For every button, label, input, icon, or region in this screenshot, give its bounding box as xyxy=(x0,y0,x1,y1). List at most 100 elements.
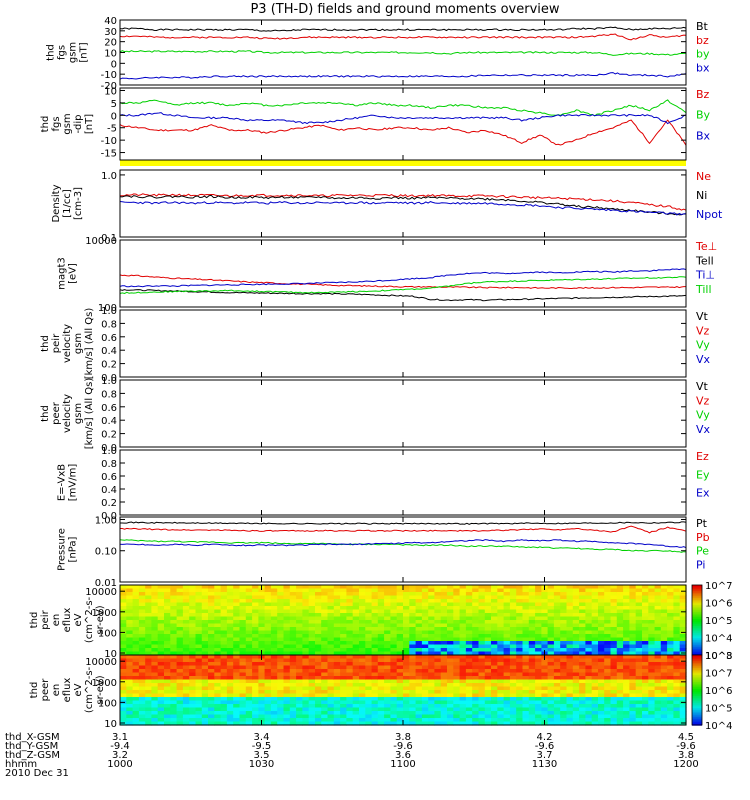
spectrogram-cell xyxy=(616,630,624,635)
spectrogram-cell xyxy=(390,711,398,716)
spectrogram-cell xyxy=(120,616,127,621)
spectrogram-cell xyxy=(667,693,674,698)
spectrogram-cell xyxy=(598,588,605,593)
spectrogram-cell xyxy=(377,693,385,698)
spectrogram-cell xyxy=(170,714,178,719)
spectrogram-cell xyxy=(164,693,171,698)
spectrogram-cell xyxy=(321,641,329,646)
spectrogram-cell xyxy=(472,651,480,656)
spectrogram-cell xyxy=(226,595,234,600)
spectrogram-cell xyxy=(359,595,366,600)
spectrogram-cell xyxy=(616,592,624,597)
spectrogram-cell xyxy=(566,634,574,639)
spectrogram-cell xyxy=(610,641,618,646)
spectrogram-cell xyxy=(447,592,454,597)
spectrogram-cell xyxy=(126,707,134,712)
spectrogram-cell xyxy=(258,658,266,663)
spectrogram-cell xyxy=(447,648,454,653)
spectrogram-cell xyxy=(308,602,316,607)
spectrogram-cell xyxy=(409,679,417,684)
spectrogram-cell xyxy=(579,704,586,709)
spectrogram-cell xyxy=(547,718,555,723)
spectrogram-cell xyxy=(459,648,467,653)
spectrogram-cell xyxy=(453,700,461,705)
spectrogram-cell xyxy=(660,662,668,667)
spectrogram-cell xyxy=(201,672,209,677)
y-tick-label: 40 xyxy=(104,16,117,27)
spectrogram-cell xyxy=(673,588,681,593)
y-tick-label: 0.2 xyxy=(101,498,117,509)
spectrogram-cell xyxy=(516,613,524,618)
y-axis-label: [nT] xyxy=(79,42,90,62)
spectrogram-cell xyxy=(270,585,278,590)
spectrogram-cell xyxy=(371,588,379,593)
spectrogram-cell xyxy=(522,700,530,705)
spectrogram-cell xyxy=(308,718,316,723)
spectrogram-cell xyxy=(252,651,259,656)
spectrogram-cell xyxy=(553,676,561,681)
spectrogram-cell xyxy=(308,714,316,719)
spectrogram-cell xyxy=(491,602,498,607)
spectrogram-cell xyxy=(233,648,241,653)
spectrogram-cell xyxy=(447,711,454,716)
spectrogram-cell xyxy=(667,669,674,674)
spectrogram-cell xyxy=(390,655,398,660)
spectrogram-cell xyxy=(308,616,316,621)
legend-entry: Pi xyxy=(696,558,705,571)
spectrogram-cell xyxy=(333,588,341,593)
spectrogram-cell xyxy=(233,697,241,702)
spectrogram-cell xyxy=(472,658,480,663)
spectrogram-cell xyxy=(289,602,297,607)
spectrogram-cell xyxy=(252,648,259,653)
spectrogram-cell xyxy=(283,651,291,656)
spectrogram-cell xyxy=(528,648,536,653)
colorbar-segment xyxy=(692,634,702,637)
spectrogram-cell xyxy=(478,676,486,681)
spectrogram-cell xyxy=(660,595,668,600)
spectrogram-cell xyxy=(484,637,492,642)
spectrogram-cell xyxy=(302,588,310,593)
spectrogram-cell xyxy=(497,679,505,684)
spectrogram-cell xyxy=(365,669,373,674)
spectrogram-cell xyxy=(233,644,241,649)
spectrogram-cell xyxy=(453,634,461,639)
spectrogram-cell xyxy=(428,644,436,649)
spectrogram-cell xyxy=(642,627,649,632)
spectrogram-cell xyxy=(138,623,146,628)
spectrogram-cell xyxy=(359,711,366,716)
spectrogram-cell xyxy=(610,655,618,660)
spectrogram-cell xyxy=(516,634,524,639)
spectrogram-cell xyxy=(214,641,222,646)
spectrogram-cell xyxy=(333,592,341,597)
spectrogram-cell xyxy=(629,704,637,709)
spectrogram-cell xyxy=(660,676,668,681)
spectrogram-cell xyxy=(478,613,486,618)
spectrogram-cell xyxy=(333,655,341,660)
spectrogram-cell xyxy=(352,616,360,621)
spectrogram-cell xyxy=(403,665,410,670)
spectrogram-cell xyxy=(560,704,568,709)
spectrogram-cell xyxy=(170,588,178,593)
spectrogram-cell xyxy=(396,613,404,618)
spectrogram-cell xyxy=(396,707,404,712)
spectrogram-cell xyxy=(598,700,605,705)
spectrogram-cell xyxy=(478,588,486,593)
spectrogram-cell xyxy=(503,609,511,614)
spectrogram-cell xyxy=(245,718,253,723)
spectrogram-cell xyxy=(509,707,517,712)
spectrogram-cell xyxy=(346,620,354,625)
spectrogram-cell xyxy=(289,592,297,597)
spectrogram-cell xyxy=(491,718,498,723)
spectrogram-cell xyxy=(327,676,335,681)
spectrogram-cell xyxy=(252,704,259,709)
spectrogram-cell xyxy=(201,648,209,653)
spectrogram-cell xyxy=(214,683,222,688)
spectrogram-cell xyxy=(189,599,197,604)
spectrogram-cell xyxy=(283,634,291,639)
spectrogram-cell xyxy=(340,585,347,590)
spectrogram-cell xyxy=(629,700,637,705)
spectrogram-cell xyxy=(465,637,473,642)
spectrogram-cell xyxy=(283,620,291,625)
spectrogram-cell xyxy=(233,602,241,607)
